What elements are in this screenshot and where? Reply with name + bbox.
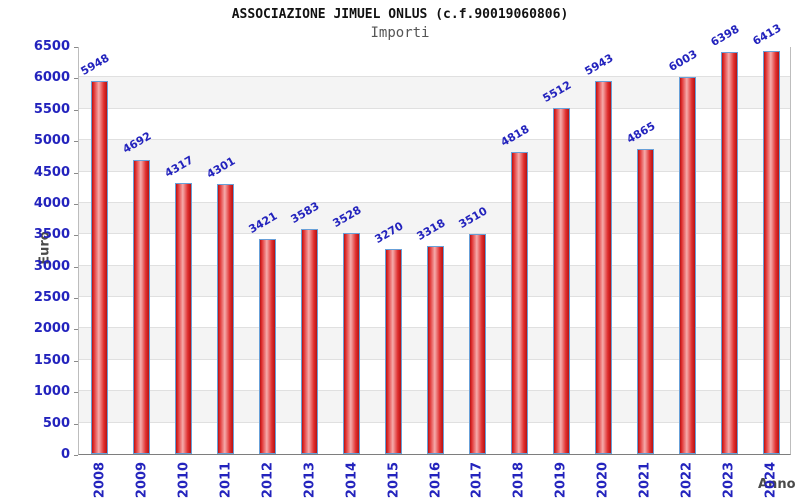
bar bbox=[133, 159, 151, 454]
plot-band bbox=[79, 108, 790, 141]
gridline bbox=[79, 139, 790, 141]
gridline bbox=[79, 107, 790, 109]
y-tick-mark bbox=[74, 266, 78, 268]
y-tick-label: 1000 bbox=[33, 384, 70, 400]
y-tick-mark bbox=[74, 360, 78, 362]
y-tick-label: 1500 bbox=[33, 352, 70, 368]
y-tick-label: 500 bbox=[42, 415, 70, 431]
y-tick-mark bbox=[74, 172, 78, 174]
bar bbox=[301, 229, 319, 454]
y-tick-mark bbox=[74, 329, 78, 331]
gridline bbox=[79, 201, 790, 203]
y-tick-label: 3000 bbox=[33, 258, 70, 274]
x-tick-label: 2017 bbox=[469, 461, 485, 499]
bar bbox=[510, 151, 528, 454]
x-tick-label: 2010 bbox=[176, 461, 192, 499]
y-tick-label: 4500 bbox=[33, 164, 70, 180]
x-tick-label: 2013 bbox=[302, 461, 318, 499]
chart-subtitle: Importi bbox=[370, 25, 430, 41]
y-tick-label: 2500 bbox=[33, 290, 70, 306]
plot-band bbox=[79, 202, 790, 235]
plot-band bbox=[79, 77, 790, 109]
y-tick-mark bbox=[74, 141, 78, 143]
y-tick-mark bbox=[74, 455, 78, 456]
y-tick-mark bbox=[74, 78, 78, 80]
bar bbox=[594, 80, 612, 454]
y-tick-label: 5500 bbox=[33, 101, 70, 117]
y-tick-label: 4000 bbox=[33, 195, 70, 211]
y-tick-label: 3500 bbox=[33, 227, 70, 243]
plot-band bbox=[79, 46, 790, 78]
gridline bbox=[79, 233, 790, 235]
gridline bbox=[79, 170, 790, 172]
x-tick-label: 2023 bbox=[721, 461, 737, 499]
bar bbox=[552, 108, 570, 454]
x-tick-label: 2009 bbox=[134, 461, 150, 499]
plot-area bbox=[78, 46, 791, 455]
x-tick-label: 2021 bbox=[637, 461, 653, 499]
chart-title: ASSOCIAZIONE JIMUEL ONLUS (c.f.900190608… bbox=[231, 7, 569, 22]
plot-band bbox=[79, 140, 790, 172]
bar bbox=[217, 184, 235, 454]
y-tick-mark bbox=[74, 109, 78, 111]
y-tick-mark bbox=[74, 392, 78, 394]
bar bbox=[720, 52, 738, 454]
y-tick-mark bbox=[74, 203, 78, 205]
x-tick-label: 2018 bbox=[511, 461, 527, 499]
bar bbox=[636, 148, 654, 454]
bar bbox=[427, 245, 444, 454]
bar bbox=[468, 233, 486, 454]
x-tick-label: 2019 bbox=[553, 461, 569, 499]
bar bbox=[343, 232, 361, 454]
y-tick-mark bbox=[74, 235, 78, 237]
x-tick-label: 2020 bbox=[595, 461, 611, 499]
y-tick-label: 0 bbox=[60, 447, 70, 462]
bar bbox=[762, 51, 780, 454]
x-tick-label: 2016 bbox=[428, 461, 443, 499]
x-tick-label: 2014 bbox=[344, 461, 360, 499]
y-tick-label: 2000 bbox=[33, 321, 70, 337]
plot-band bbox=[79, 171, 790, 203]
bar bbox=[259, 239, 277, 454]
x-tick-label: 2024 bbox=[763, 461, 779, 499]
y-tick-mark bbox=[74, 423, 78, 425]
bar bbox=[678, 77, 696, 454]
bar bbox=[175, 183, 193, 454]
bar bbox=[91, 80, 109, 454]
x-tick-label: 2008 bbox=[92, 461, 108, 499]
x-tick-label: 2015 bbox=[386, 461, 402, 499]
x-tick-label: 2011 bbox=[218, 461, 234, 499]
y-tick-label: 5000 bbox=[33, 133, 70, 149]
y-tick-mark bbox=[74, 47, 78, 48]
y-tick-label: 6000 bbox=[33, 70, 70, 86]
x-tick-label: 2022 bbox=[679, 461, 695, 499]
y-tick-mark bbox=[74, 298, 78, 300]
y-tick-label: 6500 bbox=[33, 39, 70, 54]
x-axis-title: Anno bbox=[758, 477, 796, 492]
bar bbox=[385, 248, 403, 454]
x-tick-label: 2012 bbox=[260, 461, 276, 499]
gridline bbox=[79, 76, 790, 78]
